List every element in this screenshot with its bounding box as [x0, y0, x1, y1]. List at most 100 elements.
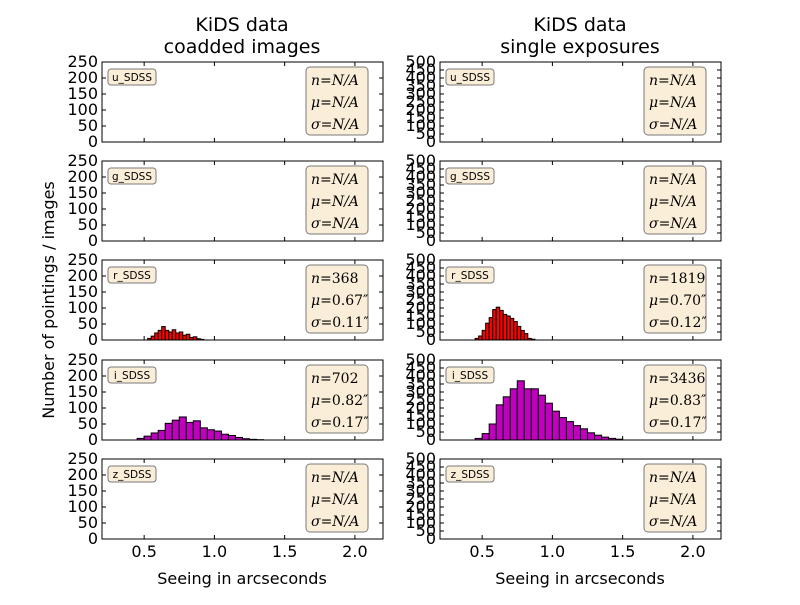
stat-line-u_SDSS-coadded-1: μ=N/A	[311, 95, 359, 111]
bar-r_SDSS-single-8	[503, 314, 507, 340]
bar-r_SDSS-single-11	[514, 322, 518, 340]
bar-i_SDSS-coadded-8	[193, 421, 200, 440]
stat-line-r_SDSS-single-0: n=1819	[649, 271, 705, 287]
x-tick-label-z_SDSS-coadded-2: 1.5	[272, 542, 297, 561]
bar-r_SDSS-coadded-8	[176, 333, 180, 340]
bar-i_SDSS-single-1	[482, 434, 489, 440]
bar-r_SDSS-single-10	[510, 318, 514, 340]
stat-line-g_SDSS-coadded-2: σ=N/A	[311, 216, 359, 232]
x-tick-label-z_SDSS-coadded-1: 1.0	[202, 542, 227, 561]
stat-line-i_SDSS-coadded-1: μ=0.82″	[311, 393, 368, 409]
bar-r_SDSS-coadded-9	[179, 332, 183, 340]
bar-r_SDSS-coadded-2	[155, 333, 159, 340]
bar-r_SDSS-coadded-3	[158, 330, 162, 340]
stat-line-i_SDSS-single-0: n=3436	[649, 371, 705, 387]
bar-i_SDSS-single-16	[588, 433, 595, 440]
bar-r_SDSS-coadded-4	[162, 327, 166, 340]
stat-line-r_SDSS-single-2: σ=0.12″	[649, 315, 707, 331]
bar-i_SDSS-single-15	[581, 429, 588, 440]
stat-line-i_SDSS-coadded-0: n=702	[311, 371, 359, 387]
bar-r_SDSS-coadded-10	[183, 335, 187, 340]
bar-r_SDSS-coadded-1	[151, 336, 155, 340]
stat-line-z_SDSS-single-0: n=N/A	[649, 470, 697, 486]
bar-r_SDSS-single-9	[507, 316, 511, 340]
right-column-title-line1: KiDS data	[533, 14, 626, 36]
x-tick-label-z_SDSS-single-1: 1.0	[540, 542, 565, 561]
band-label-z_SDSS-single: z_SDSS	[451, 469, 490, 481]
bar-r_SDSS-coadded-5	[165, 330, 169, 340]
bar-i_SDSS-coadded-9	[200, 428, 207, 440]
bar-i_SDSS-coadded-7	[186, 422, 193, 440]
x-tick-label-z_SDSS-single-2: 1.5	[610, 542, 635, 561]
y-tick-label-i_SDSS-coadded-5: 250	[67, 350, 98, 369]
stat-line-z_SDSS-coadded-0: n=N/A	[311, 470, 359, 486]
y-tick-label-g_SDSS-coadded-5: 250	[67, 151, 98, 170]
bar-i_SDSS-coadded-6	[179, 417, 186, 440]
y-tick-label-g_SDSS-single-10: 500	[405, 151, 436, 170]
stat-line-z_SDSS-single-1: μ=N/A	[649, 492, 697, 508]
bar-i_SDSS-single-3	[496, 405, 503, 440]
x-tick-label-z_SDSS-coadded-3: 2.0	[342, 542, 367, 561]
bar-r_SDSS-single-6	[496, 307, 500, 340]
stat-line-u_SDSS-single-0: n=N/A	[649, 73, 697, 89]
bar-i_SDSS-coadded-2	[151, 433, 158, 440]
stat-line-u_SDSS-coadded-0: n=N/A	[311, 73, 359, 89]
y-tick-label-u_SDSS-single-10: 500	[405, 52, 436, 71]
stat-line-g_SDSS-single-1: μ=N/A	[649, 194, 697, 210]
bar-r_SDSS-single-7	[500, 310, 504, 340]
bar-i_SDSS-single-4	[503, 397, 510, 440]
stat-line-i_SDSS-single-1: μ=0.83″	[649, 393, 706, 409]
bar-i_SDSS-single-13	[566, 422, 573, 440]
bar-i_SDSS-single-11	[552, 411, 559, 440]
stat-line-i_SDSS-coadded-2: σ=0.17″	[311, 415, 369, 431]
bar-i_SDSS-single-7	[524, 389, 531, 440]
bar-i_SDSS-coadded-1	[144, 436, 151, 440]
x-tick-label-z_SDSS-coadded-0: 0.5	[131, 542, 156, 561]
band-label-g_SDSS-coadded: g_SDSS	[112, 171, 152, 183]
bar-i_SDSS-coadded-5	[172, 420, 179, 440]
stat-line-u_SDSS-single-1: μ=N/A	[649, 95, 697, 111]
bar-r_SDSS-coadded-7	[172, 330, 176, 340]
stat-line-i_SDSS-single-2: σ=0.17″	[649, 415, 707, 431]
bar-r_SDSS-single-13	[521, 330, 525, 340]
bar-i_SDSS-single-9	[538, 395, 545, 440]
bar-i_SDSS-single-10	[545, 403, 552, 440]
bar-i_SDSS-single-14	[573, 426, 580, 440]
stat-line-g_SDSS-coadded-1: μ=N/A	[311, 194, 359, 210]
stat-line-r_SDSS-single-1: μ=0.70″	[649, 293, 706, 309]
bar-i_SDSS-single-17	[595, 435, 602, 440]
stat-line-g_SDSS-single-0: n=N/A	[649, 172, 697, 188]
y-tick-label-i_SDSS-single-10: 500	[405, 350, 436, 369]
band-label-g_SDSS-single: g_SDSS	[450, 171, 490, 183]
bar-i_SDSS-coadded-3	[158, 430, 165, 440]
bar-i_SDSS-coadded-12	[221, 434, 228, 440]
bar-r_SDSS-single-5	[493, 310, 497, 340]
bar-i_SDSS-coadded-11	[214, 431, 221, 440]
band-label-i_SDSS-coadded: i_SDSS	[114, 370, 151, 382]
bar-r_SDSS-coadded-6	[169, 332, 173, 340]
bar-r_SDSS-single-12	[517, 326, 521, 340]
bar-r_SDSS-single-4	[489, 318, 493, 340]
stat-line-u_SDSS-single-2: σ=N/A	[649, 117, 697, 133]
bar-i_SDSS-coadded-13	[228, 436, 235, 440]
bar-r_SDSS-coadded-11	[186, 334, 190, 340]
bar-r_SDSS-single-3	[486, 323, 490, 340]
y-tick-label-z_SDSS-coadded-5: 250	[67, 449, 98, 468]
band-label-r_SDSS-single: r_SDSS	[451, 270, 489, 282]
y-axis-label: Number of pointings / images	[39, 181, 58, 418]
band-label-u_SDSS-single: u_SDSS	[450, 72, 490, 84]
left-x-axis-label: Seeing in arcseconds	[157, 569, 327, 588]
left-column-title-line2: coadded images	[164, 36, 321, 58]
band-label-r_SDSS-coadded: r_SDSS	[113, 270, 151, 282]
bar-r_SDSS-single-1	[479, 336, 483, 340]
band-label-u_SDSS-coadded: u_SDSS	[112, 72, 152, 84]
band-label-z_SDSS-coadded: z_SDSS	[113, 469, 152, 481]
